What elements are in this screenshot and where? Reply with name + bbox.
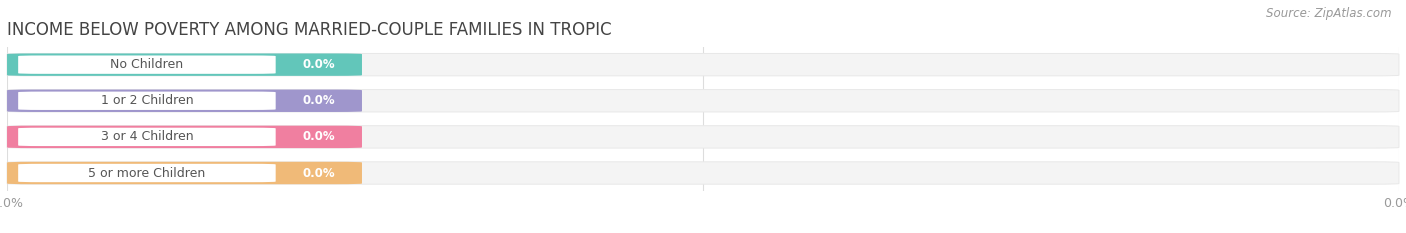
Text: 3 or 4 Children: 3 or 4 Children <box>101 130 193 143</box>
Text: INCOME BELOW POVERTY AMONG MARRIED-COUPLE FAMILIES IN TROPIC: INCOME BELOW POVERTY AMONG MARRIED-COUPL… <box>7 21 612 39</box>
FancyBboxPatch shape <box>18 92 276 110</box>
FancyBboxPatch shape <box>7 89 1399 112</box>
FancyBboxPatch shape <box>7 162 361 184</box>
Text: Source: ZipAtlas.com: Source: ZipAtlas.com <box>1267 7 1392 20</box>
FancyBboxPatch shape <box>18 128 276 146</box>
FancyBboxPatch shape <box>7 126 1399 148</box>
Text: 0.0%: 0.0% <box>302 130 335 143</box>
Text: No Children: No Children <box>110 58 183 71</box>
FancyBboxPatch shape <box>7 53 1399 76</box>
Text: 1 or 2 Children: 1 or 2 Children <box>101 94 193 107</box>
FancyBboxPatch shape <box>7 162 1399 184</box>
FancyBboxPatch shape <box>18 55 276 74</box>
Text: 0.0%: 0.0% <box>302 167 335 179</box>
Text: 0.0%: 0.0% <box>302 58 335 71</box>
FancyBboxPatch shape <box>18 164 276 182</box>
FancyBboxPatch shape <box>7 53 361 76</box>
Text: 0.0%: 0.0% <box>302 94 335 107</box>
FancyBboxPatch shape <box>7 89 361 112</box>
FancyBboxPatch shape <box>7 126 361 148</box>
Text: 5 or more Children: 5 or more Children <box>89 167 205 179</box>
